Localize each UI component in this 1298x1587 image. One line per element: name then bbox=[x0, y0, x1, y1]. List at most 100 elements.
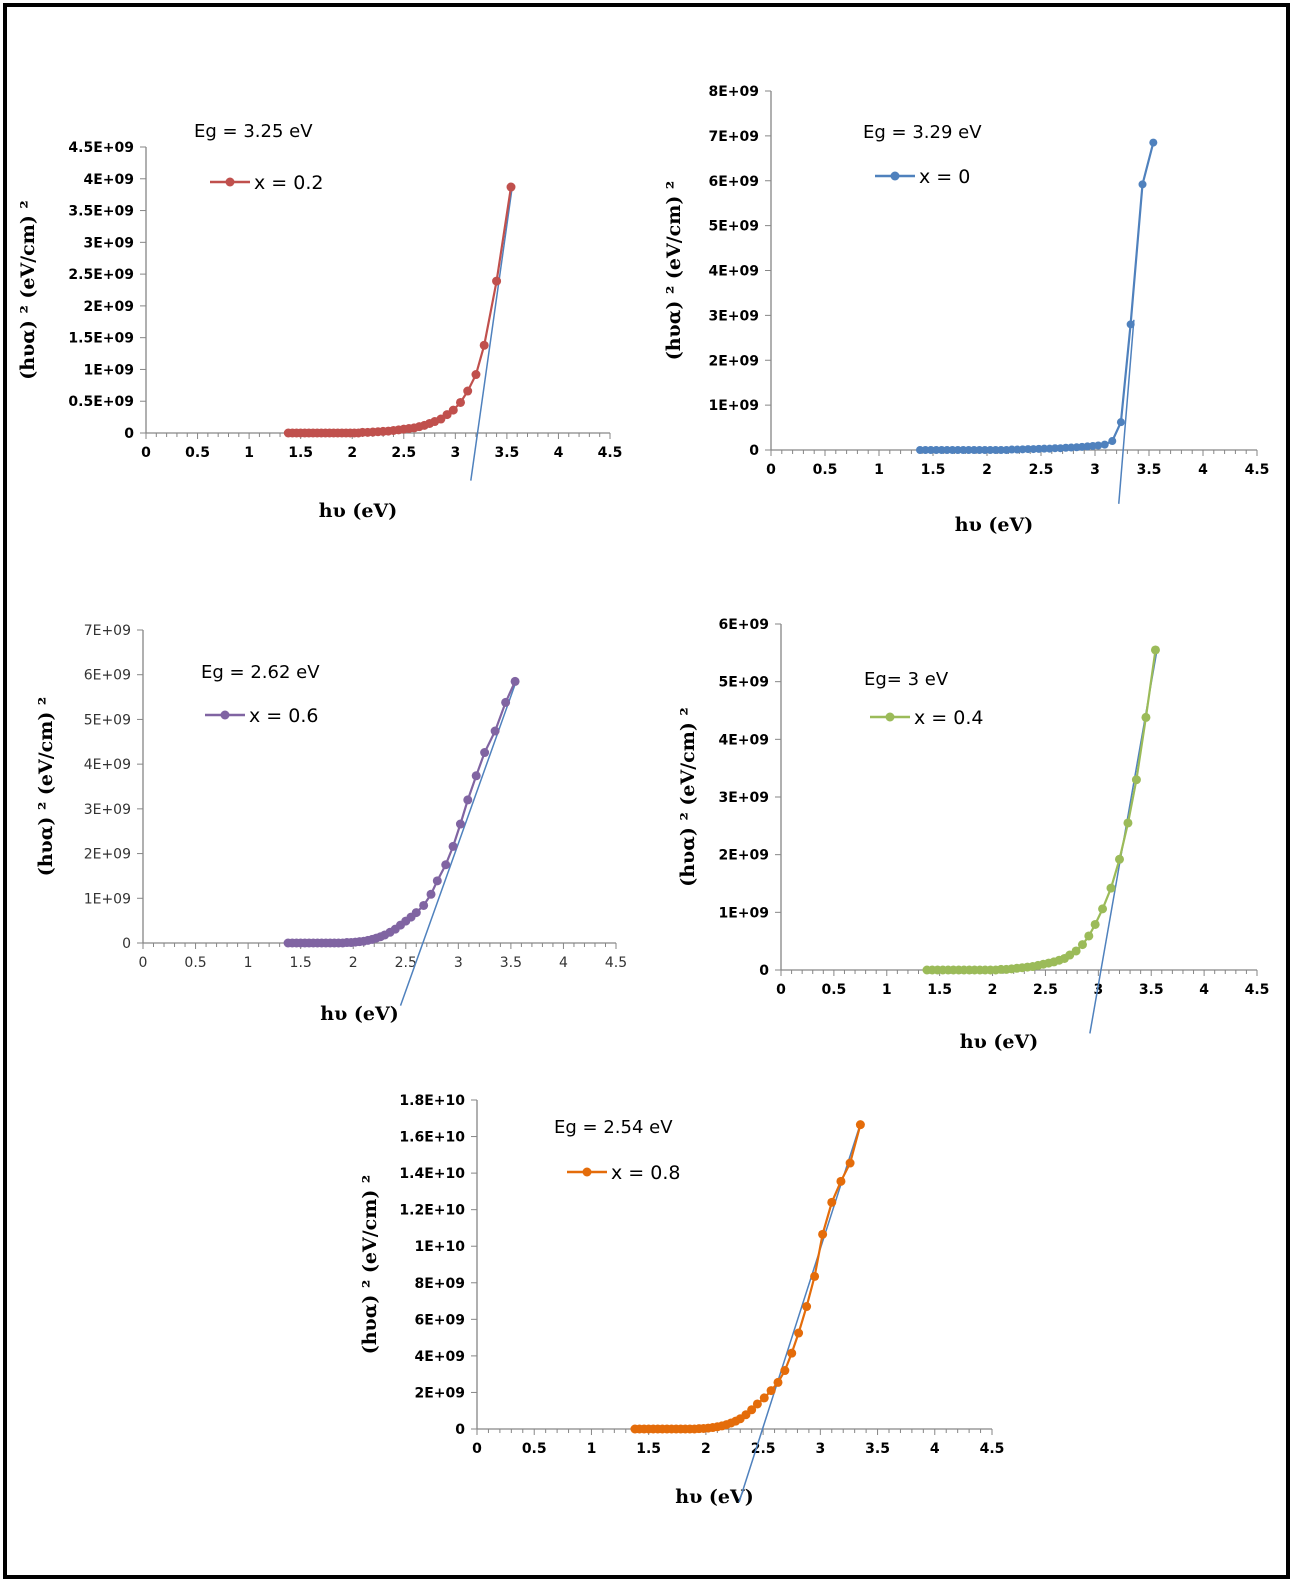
y-tick-label: 2E+09 bbox=[84, 847, 131, 863]
data-point bbox=[490, 726, 500, 736]
series-line bbox=[920, 142, 1155, 452]
data-point bbox=[1098, 904, 1108, 914]
y-tick-label: 1E+09 bbox=[84, 891, 131, 907]
y-tick-label: 0 bbox=[455, 1422, 465, 1438]
y-tick-label: 0.5E+09 bbox=[68, 394, 134, 410]
y-tick-label: 5E+09 bbox=[708, 219, 759, 235]
data-point bbox=[1114, 854, 1124, 864]
x-tick-label: 1 bbox=[587, 1441, 597, 1457]
y-tick-label: 1E+10 bbox=[414, 1239, 465, 1255]
data-point bbox=[1100, 440, 1109, 449]
x-tick-label: 0 bbox=[766, 462, 776, 478]
x-tick-label: 3.5 bbox=[1139, 982, 1164, 998]
y-tick-label: 5E+09 bbox=[84, 712, 131, 728]
y-tick-label: 7E+09 bbox=[708, 129, 759, 145]
x-tick-label: 0 bbox=[139, 955, 148, 971]
x-tick-label: 4.5 bbox=[605, 955, 627, 971]
data-point bbox=[1149, 138, 1158, 147]
y-tick-label: 2E+09 bbox=[83, 299, 134, 315]
data-point bbox=[759, 1393, 769, 1403]
data-point bbox=[411, 908, 421, 918]
data-point bbox=[501, 697, 511, 707]
chart-x-0.6: 0 0.5 1 1.5 2 2.5 3 3.5 4 4.5 0 1E+09 2E+09 3E+09 4E+0… bbox=[35, 623, 627, 1025]
series-line bbox=[288, 680, 517, 945]
data-point bbox=[1084, 931, 1094, 941]
y-axis-label: (hυα) ² (eV/cm) ² bbox=[359, 1175, 381, 1355]
y-tick-label: 8E+09 bbox=[708, 84, 759, 100]
data-point bbox=[441, 860, 451, 870]
data-point bbox=[510, 676, 520, 686]
data-point bbox=[1071, 946, 1081, 956]
legend-marker bbox=[885, 712, 895, 722]
y-tick-label: 1.5E+09 bbox=[68, 331, 134, 347]
data-point bbox=[1094, 441, 1103, 450]
chart-x-0: 0 0.5 1 1.5 2 2.5 3 3.5 4 4.5 0 1E+09 2E+09 3E+09 4E+0… bbox=[663, 84, 1269, 536]
band-gap-annotation: Eg = 3.29 eV bbox=[863, 122, 982, 143]
data-point bbox=[855, 1120, 865, 1130]
data-point bbox=[766, 1386, 776, 1396]
y-tick-label: 4E+09 bbox=[718, 732, 769, 748]
x-tick-label: 1.5 bbox=[636, 1441, 661, 1457]
data-point bbox=[442, 410, 452, 420]
x-axis-label: hυ (eV) bbox=[675, 1486, 753, 1508]
y-tick-label: 7E+09 bbox=[84, 623, 131, 639]
legend-label: x = 0.2 bbox=[254, 172, 323, 194]
x-tick-label: 1.5 bbox=[921, 462, 946, 478]
legend-label: x = 0.6 bbox=[249, 705, 318, 727]
y-tick-label: 2.5E+09 bbox=[68, 267, 134, 283]
x-tick-label: 1.5 bbox=[288, 445, 313, 461]
x-tick-label: 0.5 bbox=[821, 982, 846, 998]
y-tick-label: 4E+09 bbox=[83, 172, 134, 188]
legend-marker bbox=[890, 171, 900, 181]
data-point bbox=[1090, 919, 1100, 929]
band-gap-annotation: Eg = 2.62 eV bbox=[201, 662, 320, 683]
data-point bbox=[752, 1399, 762, 1409]
x-tick-label: 1 bbox=[882, 982, 892, 998]
y-tick-label: 3.5E+09 bbox=[68, 204, 134, 220]
data-point bbox=[492, 276, 502, 286]
data-point bbox=[780, 1366, 790, 1376]
x-tick-label: 4.5 bbox=[1245, 982, 1270, 998]
x-tick-label: 2 bbox=[701, 1441, 711, 1457]
x-tick-label: 4 bbox=[559, 955, 568, 971]
linear-fit-line bbox=[738, 1123, 862, 1503]
data-point bbox=[471, 370, 481, 380]
data-point bbox=[845, 1158, 855, 1168]
x-tick-label: 3 bbox=[450, 445, 460, 461]
y-tick-label: 1.2E+10 bbox=[399, 1203, 465, 1219]
y-tick-label: 1.4E+10 bbox=[399, 1166, 465, 1182]
y-tick-label: 2E+09 bbox=[718, 848, 769, 864]
y-tick-label: 4E+09 bbox=[708, 264, 759, 280]
chart-x-0.8: 0 0.5 1 1.5 2 2.5 3 3.5 4 4.502E+094E+096E+098E+0… bbox=[359, 1093, 1004, 1508]
legend-label: x = 0.8 bbox=[611, 1162, 680, 1184]
data-point bbox=[794, 1328, 804, 1338]
data-point bbox=[1106, 883, 1116, 893]
x-tick-label: 2 bbox=[349, 955, 358, 971]
legend-marker bbox=[582, 1167, 592, 1177]
y-tick-label: 4E+09 bbox=[84, 757, 131, 773]
data-point bbox=[836, 1176, 846, 1186]
data-point bbox=[479, 340, 489, 350]
x-tick-label: 4 bbox=[1198, 462, 1208, 478]
x-tick-label: 4 bbox=[930, 1441, 940, 1457]
y-tick-label: 6E+09 bbox=[84, 668, 131, 684]
x-tick-label: 0.5 bbox=[185, 445, 210, 461]
y-tick-label: 3E+09 bbox=[83, 235, 134, 251]
y-axis-label: (hυα) ² (eV/cm) ² bbox=[677, 707, 699, 887]
x-tick-label: 4 bbox=[1199, 982, 1209, 998]
x-tick-label: 2 bbox=[347, 445, 357, 461]
data-point bbox=[1108, 437, 1117, 446]
linear-fit-line bbox=[1118, 319, 1135, 504]
data-point bbox=[787, 1348, 797, 1358]
x-tick-label: 3.5 bbox=[500, 955, 522, 971]
data-point bbox=[419, 900, 429, 910]
x-tick-label: 4.5 bbox=[598, 445, 623, 461]
x-tick-label: 3 bbox=[1090, 462, 1100, 478]
y-tick-label: 0 bbox=[124, 426, 134, 442]
x-tick-label: 3.5 bbox=[865, 1441, 890, 1457]
y-tick-label: 6E+09 bbox=[718, 617, 769, 633]
y-tick-label: 1.6E+10 bbox=[399, 1130, 465, 1146]
data-point bbox=[436, 414, 446, 424]
y-axis-label: (hυα) ² (eV/cm) ² bbox=[17, 200, 39, 380]
y-tick-label: 0 bbox=[759, 963, 769, 979]
